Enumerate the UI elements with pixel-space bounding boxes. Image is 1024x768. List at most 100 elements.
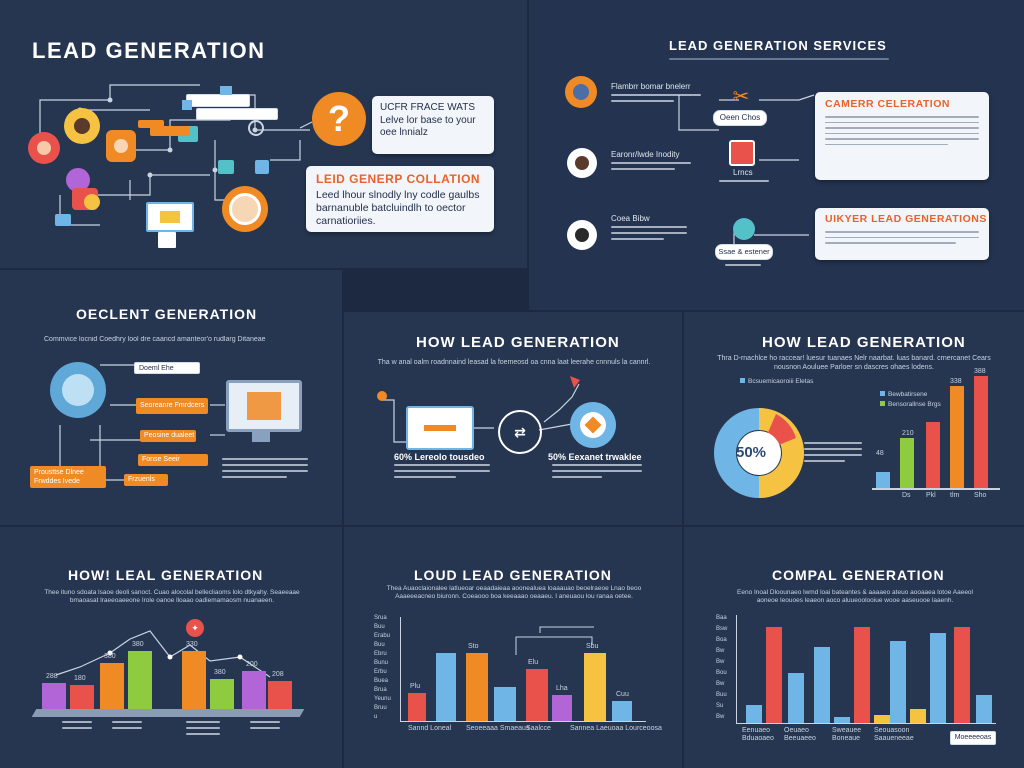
bar [954, 627, 970, 723]
subtitle-lines [669, 58, 889, 64]
bar-value: 388 [974, 368, 986, 375]
bar-label: Pkl [926, 492, 936, 499]
pie-percent-label: 50% [736, 444, 767, 461]
bar [900, 438, 914, 488]
y-tick: Bruu [374, 705, 387, 711]
flow-box: Peosine dualeet [140, 430, 196, 442]
bar [612, 701, 632, 721]
globe-icon [733, 218, 755, 240]
bar [100, 663, 124, 709]
legend-item: Bensorallnse Brgs [880, 400, 941, 410]
panel-loud-lead-generation: LOUD LEAD GENERATION Thea Auaoclaionalee… [344, 527, 682, 768]
panel-lead-generation-services: LEAD GENERATION SERVICES Flambrr bomar b… [529, 0, 1024, 310]
legend-item: Bewbatirsene [880, 390, 941, 400]
bar [930, 633, 946, 723]
y-tick: Bw [716, 659, 725, 665]
stat-lines [394, 464, 490, 482]
service-item-lines [611, 226, 687, 244]
bar [268, 681, 292, 709]
y-tick: Bw [716, 681, 725, 687]
card-title: LEID GENERP COLLATION [316, 172, 481, 186]
panel-title: HOW LEAD GENERATION [762, 334, 966, 351]
monitor-text-lines [222, 458, 308, 482]
person-icon [84, 194, 100, 210]
x-label: Seoeeaaa Smaeaus [466, 725, 530, 732]
y-tick: Ebru [374, 651, 387, 657]
lead-card: LEID GENERP COLLATION Leed lhour slnodly… [306, 166, 494, 232]
uikyer-lead-card: UIKYER LEAD GENERATIONS [815, 208, 989, 260]
panel-title: LEAD GENERATION SERVICES [669, 38, 887, 53]
bar-value: 380 [104, 653, 116, 660]
footer-text [62, 721, 92, 733]
bar [766, 627, 782, 723]
bar [890, 641, 906, 723]
y-tick: Bou [716, 670, 727, 676]
y-tick: Baa [716, 615, 727, 621]
y-tick: Buu [374, 624, 385, 630]
bar [746, 705, 762, 723]
bar-value: Elu [528, 659, 539, 666]
oeen-chos-button[interactable]: Oeen Chos [713, 110, 767, 126]
bar-chart-axis [872, 488, 1000, 490]
bar [436, 653, 456, 721]
service-item-label: Earonr/lwde Inodity [611, 150, 680, 159]
bar-value: 288 [46, 673, 58, 680]
avatar-icon [565, 76, 597, 108]
computer-icon [146, 202, 194, 232]
question-icon: ? [312, 92, 366, 146]
card-title: CAMERR CELERATION [825, 98, 950, 110]
y-axis [736, 615, 737, 723]
bar-value: Plu [410, 683, 421, 690]
y-tick: Bw [716, 648, 725, 654]
bar [854, 627, 870, 723]
info-card: UCFR FRACE WATS Lelve lor base to your o… [372, 96, 494, 154]
donut-chart [714, 408, 804, 498]
ssae-estener-button[interactable]: Ssae & estener [715, 244, 773, 260]
legend-button[interactable]: Moeeeeoas [950, 731, 996, 745]
monitor-stand [252, 432, 270, 442]
bar [584, 653, 606, 721]
bar [974, 376, 988, 488]
panel-title: LEAD GENERATION [32, 38, 266, 63]
x-axis [736, 723, 996, 724]
flow-box: Frzuenls [124, 474, 168, 486]
panel-subtitle: Thee ituno sdoata lsaoe deoli sanoct. Cu… [44, 589, 300, 604]
y-tick: Su [716, 703, 724, 709]
bar [874, 715, 890, 723]
media-label: Lrncs [733, 168, 753, 177]
bar [42, 683, 66, 709]
bar [526, 669, 548, 721]
bar-value: 330 [186, 641, 198, 648]
footer-text [186, 721, 220, 739]
label-box [196, 108, 278, 120]
legend-right: Bewbatirsene Bensorallnse Brgs [880, 390, 941, 410]
avatar-icon [64, 108, 100, 144]
bar [926, 422, 940, 488]
media-icon [729, 140, 755, 166]
footer-text [250, 721, 280, 733]
service-item-lines [611, 162, 691, 174]
y-tick: Buu [716, 692, 727, 698]
y-tick: Boa [716, 637, 727, 643]
y-tick: Brua [374, 687, 387, 693]
y-tick: Buu [374, 642, 385, 648]
card-title: UIKYER LEAD GENERATIONS [825, 213, 987, 225]
y-axis [400, 617, 401, 721]
trend-line [55, 630, 271, 678]
bar [552, 695, 572, 721]
flow-box: Seoreanre Fmrdcers [136, 398, 208, 414]
camerr-celeration-card: CAMERR CELERATION [815, 92, 989, 180]
card-text: Leed lhour slnodly lny codle gaulbs barn… [316, 189, 480, 227]
bar-value: 380 [214, 669, 226, 676]
panel-subtitle: Thea Auaoclaionalee latlueoar oeaadaieaa… [386, 585, 642, 600]
social-icon [182, 100, 192, 110]
chart-baseline [31, 709, 305, 717]
bar-value: 48 [876, 450, 884, 457]
bar-value: 208 [272, 671, 284, 678]
bar [128, 651, 152, 709]
bar-label: tlm [950, 492, 960, 499]
bar [814, 647, 830, 723]
monitor-icon [226, 380, 302, 432]
bar-label: Ds [902, 492, 911, 499]
bar-value: Sbu [586, 643, 599, 650]
